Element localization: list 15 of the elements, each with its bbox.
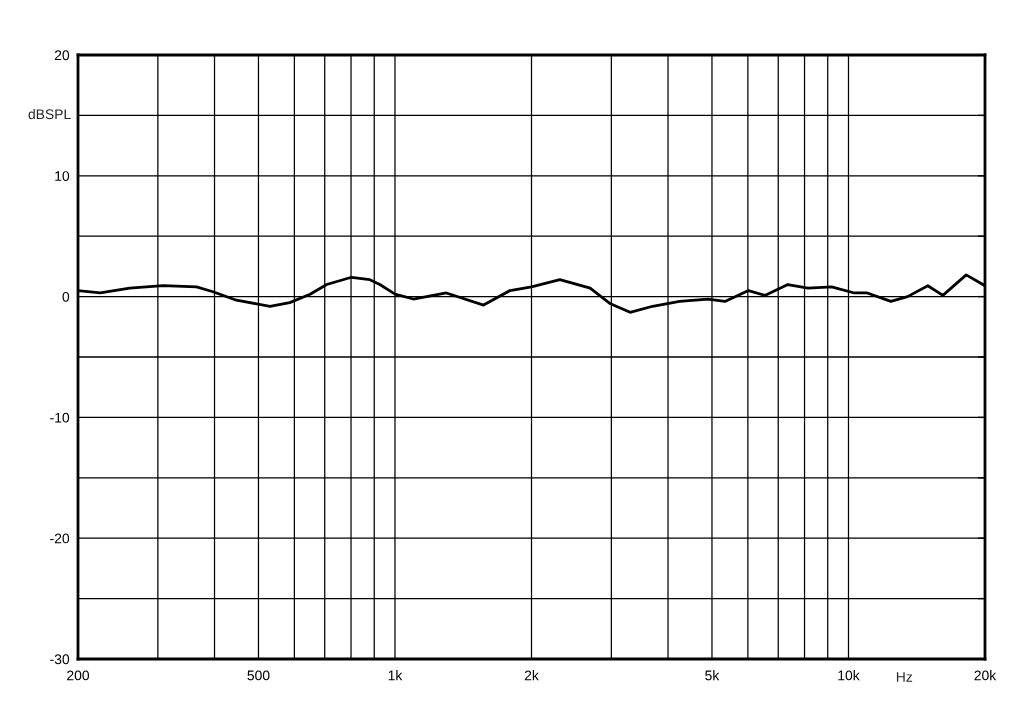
y-axis-title: dBSPL	[28, 108, 71, 120]
x-tick-label: 5k	[705, 670, 720, 681]
y-tick-label: 20	[54, 50, 70, 61]
y-tick-label: -10	[50, 412, 70, 423]
x-tick-label: 2k	[524, 670, 539, 681]
x-tick-label: 200	[67, 670, 90, 681]
x-tick-label: 1k	[388, 670, 403, 681]
x-tick-label: 10k	[838, 670, 860, 681]
x-tick-label: 20k	[974, 670, 997, 681]
x-tick-label: 500	[247, 670, 270, 681]
y-tick-label: -30	[50, 654, 70, 665]
x-axis-title: Hz	[896, 672, 913, 682]
y-tick-label: -20	[50, 533, 70, 544]
y-tick-label: 0	[62, 291, 70, 302]
y-tick-label: 10	[55, 171, 70, 181]
